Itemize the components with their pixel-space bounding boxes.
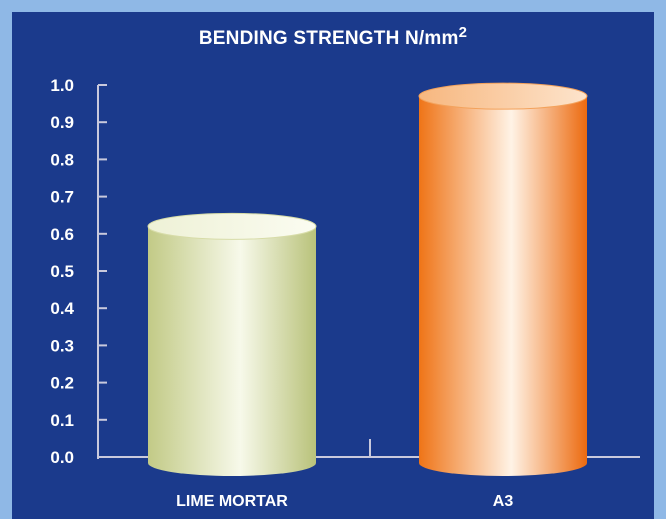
y-tick-label: 0.6	[50, 225, 74, 244]
y-tick-label: 0.4	[50, 299, 74, 318]
bar-body	[148, 226, 316, 476]
y-tick-label: 0.9	[50, 113, 74, 132]
bar-top	[147, 212, 317, 240]
y-tick-label: 0.8	[50, 150, 74, 169]
bar-lime-mortar	[147, 212, 317, 476]
bar-body	[419, 96, 587, 476]
y-tick-label: 0.5	[50, 262, 74, 281]
bar-top	[418, 82, 588, 110]
x-category-label: A3	[493, 493, 514, 510]
chart-title: BENDING STRENGTH N/mm2	[198, 24, 468, 49]
y-tick-label: 0.7	[50, 188, 74, 207]
y-tick-label: 0.1	[50, 411, 74, 430]
y-tick-label: 1.0	[50, 76, 74, 95]
y-tick-label: 0.2	[50, 374, 74, 393]
y-tick-label: 0.3	[50, 336, 74, 355]
bar-a3	[418, 82, 588, 476]
title-superscript: 2	[458, 24, 468, 41]
x-category-label: LIME MORTAR	[176, 493, 288, 510]
y-tick-label: 0.0	[50, 448, 74, 467]
